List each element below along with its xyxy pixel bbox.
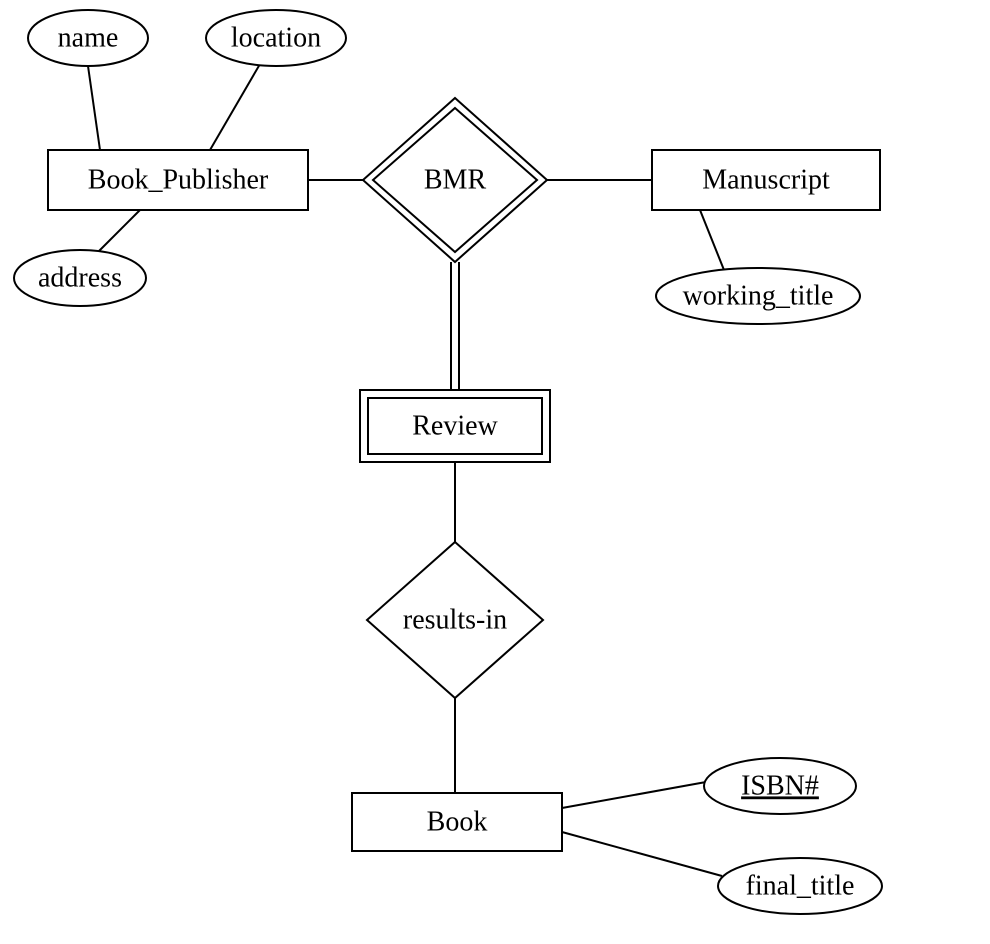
edge — [98, 210, 140, 252]
attribute-location: location — [206, 10, 346, 66]
attribute-working_title-label: working_title — [683, 280, 834, 311]
relationship-bmr-label: BMR — [424, 164, 487, 195]
entity-manuscript: Manuscript — [652, 150, 880, 210]
relationship-results_in: results-in — [367, 542, 543, 698]
attribute-address: address — [14, 250, 146, 306]
relationship-results_in-label: results-in — [403, 604, 507, 635]
attribute-final_title-label: final_title — [746, 870, 855, 901]
attribute-location-label: location — [231, 22, 321, 53]
attribute-name-label: name — [58, 22, 119, 53]
edge — [210, 64, 260, 150]
entity-review-label: Review — [412, 410, 498, 441]
attribute-final_title: final_title — [718, 858, 882, 914]
entity-book_publisher: Book_Publisher — [48, 150, 308, 210]
entity-book_publisher-label: Book_Publisher — [88, 164, 269, 195]
attribute-isbn: ISBN# — [704, 758, 856, 814]
edge — [88, 66, 100, 150]
edge — [562, 832, 722, 876]
entity-review: Review — [360, 390, 550, 462]
entity-book-label: Book — [427, 806, 488, 837]
edge — [700, 210, 724, 270]
edge — [562, 782, 706, 808]
entity-manuscript-label: Manuscript — [702, 164, 830, 195]
attribute-working_title: working_title — [656, 268, 860, 324]
relationship-bmr: BMR — [363, 98, 547, 262]
entity-book: Book — [352, 793, 562, 851]
attribute-name: name — [28, 10, 148, 66]
attribute-address-label: address — [38, 262, 122, 293]
attribute-isbn-label: ISBN# — [741, 770, 819, 801]
